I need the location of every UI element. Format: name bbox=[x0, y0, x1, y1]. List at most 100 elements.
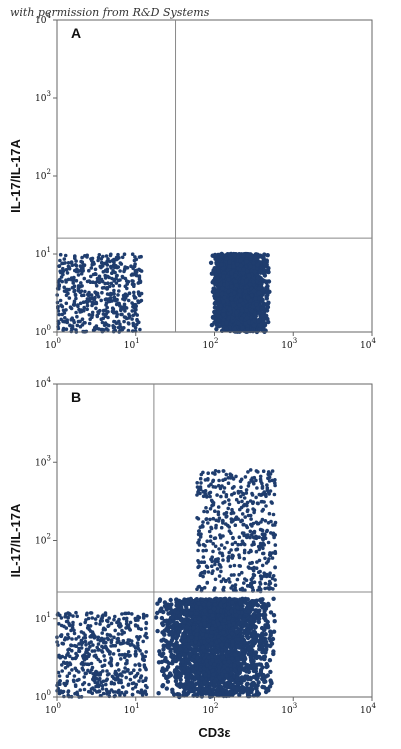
event-dot bbox=[237, 288, 243, 294]
event-dot bbox=[113, 328, 118, 333]
event-dot bbox=[245, 295, 251, 301]
event-dot bbox=[62, 257, 67, 261]
event-dot bbox=[107, 299, 111, 303]
event-dot bbox=[145, 613, 149, 618]
event-dot bbox=[61, 266, 65, 271]
event-dot bbox=[127, 291, 132, 296]
event-dot bbox=[155, 628, 160, 634]
event-dot bbox=[82, 263, 87, 268]
event-dot bbox=[57, 321, 61, 325]
event-dot bbox=[65, 637, 70, 641]
event-dot bbox=[265, 301, 270, 307]
event-dot bbox=[74, 310, 78, 315]
event-dot bbox=[85, 307, 89, 312]
event-dot bbox=[112, 635, 116, 640]
event-dot bbox=[256, 286, 262, 291]
event-dot bbox=[77, 307, 81, 312]
event-dot bbox=[96, 255, 101, 260]
event-dot bbox=[126, 321, 131, 325]
event-dot bbox=[95, 314, 100, 319]
event-dot bbox=[217, 282, 223, 287]
event-dot bbox=[105, 269, 109, 274]
event-dot bbox=[105, 259, 109, 264]
event-dot bbox=[103, 308, 108, 313]
event-dot bbox=[87, 321, 92, 326]
event-dot bbox=[65, 619, 70, 624]
event-dot bbox=[108, 259, 112, 264]
event-dot bbox=[70, 668, 74, 672]
event-dot bbox=[81, 636, 86, 640]
event-dot bbox=[89, 661, 94, 666]
event-dot bbox=[109, 656, 113, 660]
event-dot bbox=[74, 259, 78, 263]
event-dot bbox=[71, 278, 76, 283]
event-dot bbox=[268, 669, 273, 675]
event-dot bbox=[262, 321, 268, 327]
event-dot bbox=[94, 300, 98, 305]
event-dot bbox=[94, 621, 98, 626]
event-dot bbox=[91, 677, 95, 682]
event-dot bbox=[96, 258, 100, 263]
x-tick-label: 100 bbox=[45, 337, 61, 351]
event-dot bbox=[245, 681, 250, 686]
event-dot bbox=[62, 681, 66, 686]
event-dot bbox=[117, 289, 121, 293]
event-dot bbox=[78, 622, 83, 627]
event-dot bbox=[74, 263, 79, 268]
event-dot bbox=[111, 258, 115, 263]
event-dot bbox=[79, 271, 84, 276]
event-dot bbox=[100, 631, 104, 635]
event-dot bbox=[102, 328, 106, 332]
event-dot bbox=[83, 289, 87, 294]
event-dot bbox=[100, 644, 104, 649]
event-dot bbox=[96, 642, 101, 646]
event-dot bbox=[256, 318, 261, 324]
event-dot bbox=[128, 314, 132, 319]
event-dot bbox=[260, 288, 266, 293]
event-dot bbox=[129, 639, 134, 643]
event-dot bbox=[66, 690, 70, 694]
event-dot bbox=[110, 276, 114, 281]
event-dot bbox=[248, 254, 254, 259]
event-dot bbox=[85, 297, 90, 301]
event-dot bbox=[105, 305, 109, 310]
event-dot bbox=[87, 682, 91, 687]
event-dot bbox=[125, 282, 129, 286]
event-dot bbox=[135, 313, 139, 317]
event-dot bbox=[122, 616, 126, 621]
event-dot bbox=[141, 658, 145, 662]
event-dot bbox=[137, 679, 141, 683]
event-dot bbox=[231, 303, 237, 308]
y-tick-label: 104 bbox=[35, 12, 51, 26]
event-dot bbox=[138, 648, 142, 653]
event-dot bbox=[138, 690, 142, 695]
event-dot bbox=[233, 273, 238, 278]
event-dot bbox=[96, 657, 100, 662]
event-dot bbox=[88, 280, 93, 285]
event-dot bbox=[139, 269, 144, 273]
event-dot bbox=[57, 312, 61, 317]
event-dot bbox=[220, 266, 226, 271]
event-dot bbox=[216, 297, 221, 302]
event-dot bbox=[72, 679, 76, 684]
event-dot bbox=[57, 622, 61, 626]
event-dot bbox=[116, 293, 120, 297]
event-dot bbox=[239, 308, 245, 313]
event-dot bbox=[118, 322, 122, 327]
event-dot bbox=[68, 613, 72, 617]
event-dot bbox=[134, 652, 138, 657]
event-dot bbox=[107, 690, 112, 694]
event-dot bbox=[87, 268, 91, 273]
event-dot bbox=[122, 302, 127, 307]
event-dot bbox=[107, 323, 111, 328]
event-dot bbox=[91, 643, 95, 647]
event-dot bbox=[132, 258, 137, 263]
event-dot bbox=[234, 310, 239, 316]
event-dot bbox=[119, 308, 123, 313]
event-dot bbox=[131, 321, 135, 326]
event-dot bbox=[60, 641, 64, 646]
event-dot bbox=[104, 254, 109, 258]
event-dot bbox=[77, 677, 81, 682]
event-dot bbox=[94, 324, 99, 328]
